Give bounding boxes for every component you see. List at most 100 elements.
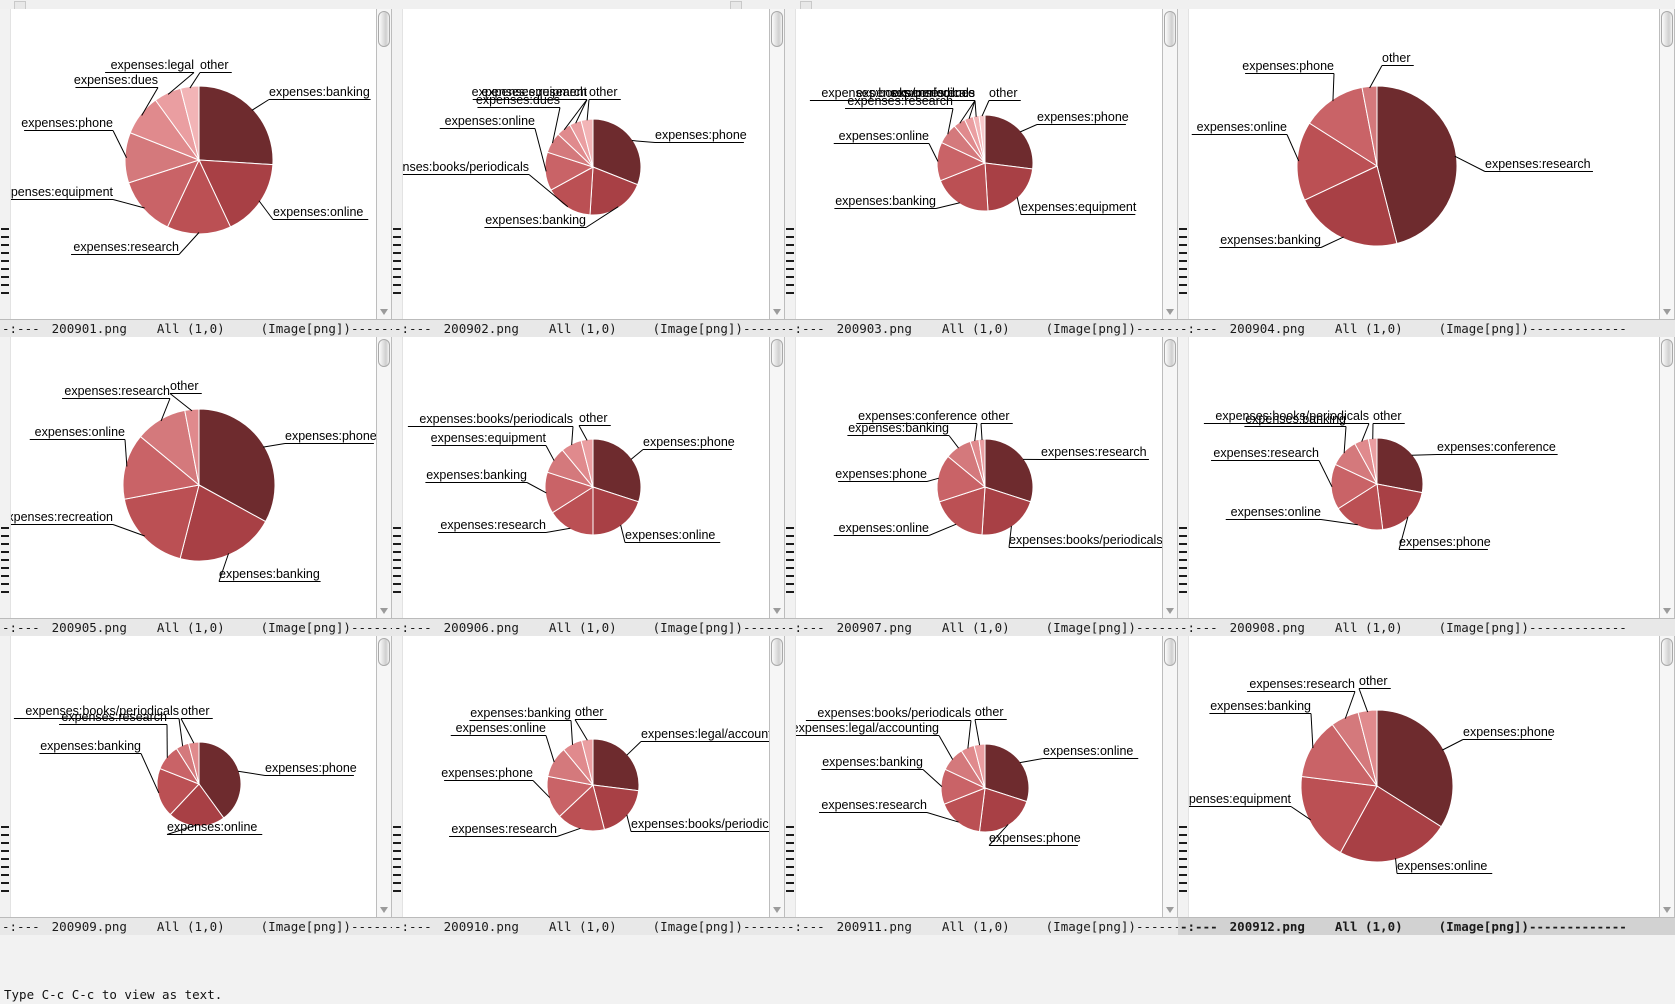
fringe-continuation-dash xyxy=(393,583,401,585)
scrollbar-thumb[interactable] xyxy=(1661,339,1673,367)
fringe-column xyxy=(785,9,795,337)
pie-label: expenses:online xyxy=(167,820,257,834)
pie-chart-200912: expenses:phone expenses:online expenses:eq… xyxy=(1189,674,1555,874)
scroll-down-arrow-icon[interactable] xyxy=(1663,907,1671,913)
image-buffer[interactable]: expenses:phone expenses:banking expenses:b… xyxy=(402,9,769,319)
scroll-down-arrow-icon[interactable] xyxy=(773,907,781,913)
fringe-continuation-dash xyxy=(393,260,401,262)
pie-label-leader xyxy=(112,130,127,158)
mode-line-200906[interactable]: -:--- 200906.png All (1,0) (Image[png])----… xyxy=(392,618,785,636)
emacs-window-200902[interactable]: expenses:phone expenses:banking expenses:b… xyxy=(392,9,785,337)
scroll-down-arrow-icon[interactable] xyxy=(1166,309,1174,315)
fringe-column xyxy=(0,337,10,636)
image-buffer[interactable]: expenses:banking expenses:online expenses:… xyxy=(10,9,376,319)
scrollbar-thumb[interactable] xyxy=(378,638,390,666)
emacs-window-200909[interactable]: expenses:phone expenses:online expenses:ba… xyxy=(0,636,392,935)
pie-label: expenses:research xyxy=(481,85,587,99)
scrollbar-thumb[interactable] xyxy=(771,11,783,47)
pie-label: expenses:online xyxy=(625,528,715,542)
vertical-scrollbar[interactable] xyxy=(1659,9,1675,319)
image-buffer[interactable]: expenses:online expenses:phone expenses:re… xyxy=(795,636,1162,917)
scrollbar-thumb[interactable] xyxy=(771,339,783,367)
scroll-down-arrow-icon[interactable] xyxy=(1166,608,1174,614)
scroll-down-arrow-icon[interactable] xyxy=(380,907,388,913)
scroll-down-arrow-icon[interactable] xyxy=(773,309,781,315)
mode-line-200903[interactable]: -:--- 200903.png All (1,0) (Image[png])----… xyxy=(785,319,1178,337)
image-buffer[interactable]: expenses:research expenses:books/periodic… xyxy=(795,337,1162,618)
pie-label-leader xyxy=(974,719,981,746)
image-buffer[interactable]: expenses:phone expenses:online expenses:ba… xyxy=(10,636,376,917)
scroll-down-arrow-icon[interactable] xyxy=(1663,608,1671,614)
scroll-down-arrow-icon[interactable] xyxy=(1166,907,1174,913)
mode-line-mark: -:--- xyxy=(1180,620,1218,635)
emacs-window-200908[interactable]: expenses:conference expenses:phone expense… xyxy=(1178,337,1675,636)
mode-line-position: All (1,0) xyxy=(1334,919,1403,934)
mode-line-200904[interactable]: -:--- 200904.png All (1,0) (Image[png])----… xyxy=(1178,319,1675,337)
scroll-down-arrow-icon[interactable] xyxy=(380,608,388,614)
vertical-scrollbar[interactable] xyxy=(1162,337,1178,618)
scrollbar-thumb[interactable] xyxy=(378,11,390,47)
vertical-scrollbar[interactable] xyxy=(769,636,785,917)
mode-line-200909[interactable]: -:--- 200909.png All (1,0) (Image[png])----… xyxy=(0,917,392,935)
scrollbar-thumb[interactable] xyxy=(1661,11,1673,47)
vertical-scrollbar[interactable] xyxy=(1659,636,1675,917)
scroll-down-arrow-icon[interactable] xyxy=(1663,309,1671,315)
image-buffer[interactable]: expenses:phone expenses:online expenses:eq… xyxy=(1188,636,1659,917)
mode-line-200911[interactable]: -:--- 200911.png All (1,0) (Image[png])----… xyxy=(785,917,1178,935)
mode-line-200905[interactable]: -:--- 200905.png All (1,0) (Image[png])----… xyxy=(0,618,392,636)
mode-line-200912[interactable]: -:--- 200912.png All (1,0) (Image[png])----… xyxy=(1178,917,1675,935)
fringe-continuation-dash xyxy=(786,527,794,529)
pie-label-leader xyxy=(1320,519,1358,526)
emacs-window-200911[interactable]: expenses:online expenses:phone expenses:re… xyxy=(785,636,1178,935)
mode-line-200902[interactable]: -:--- 200902.png All (1,0) (Image[png])----… xyxy=(392,319,785,337)
pie-label: expenses:banking xyxy=(848,421,949,435)
scrollbar-thumb[interactable] xyxy=(1164,339,1176,367)
fringe-continuation-dash xyxy=(1,276,9,278)
vertical-scrollbar[interactable] xyxy=(1162,9,1178,319)
scroll-down-arrow-icon[interactable] xyxy=(380,309,388,315)
scroll-down-arrow-icon[interactable] xyxy=(773,608,781,614)
emacs-window-200906[interactable]: expenses:phone expenses:online expenses:re… xyxy=(392,337,785,636)
image-buffer[interactable]: expenses:research expenses:banking expense… xyxy=(1188,9,1659,319)
pie-label: expenses:online xyxy=(1397,859,1487,873)
image-buffer[interactable]: expenses:phone expenses:online expenses:re… xyxy=(402,337,769,618)
image-buffer[interactable]: expenses:phone expenses:equipment expenses… xyxy=(795,9,1162,319)
pie-label-leader xyxy=(178,232,200,255)
scrollbar-thumb[interactable] xyxy=(378,339,390,367)
window-row: expenses:banking expenses:online expenses:… xyxy=(0,9,1675,337)
mode-line-buffer-name: 200906.png xyxy=(443,620,519,635)
mode-line-200910[interactable]: -:--- 200910.png All (1,0) (Image[png])----… xyxy=(392,917,785,935)
pie-label: expenses:equipment xyxy=(1189,792,1292,806)
image-buffer[interactable]: expenses:phone expenses:banking expenses:r… xyxy=(10,337,376,618)
emacs-window-200903[interactable]: expenses:phone expenses:equipment expenses… xyxy=(785,9,1178,337)
vertical-scrollbar[interactable] xyxy=(376,337,392,618)
image-buffer[interactable]: expenses:legal/accounting expenses:books/… xyxy=(402,636,769,917)
emacs-window-200901[interactable]: expenses:banking expenses:online expenses:… xyxy=(0,9,392,337)
scrollbar-thumb[interactable] xyxy=(1164,11,1176,47)
fringe-continuation-dash xyxy=(786,567,794,569)
emacs-window-200904[interactable]: expenses:research expenses:banking expense… xyxy=(1178,9,1675,337)
mode-line-200901[interactable]: -:--- 200901.png All (1,0) (Image[png])----… xyxy=(0,319,392,337)
mode-line-200908[interactable]: -:--- 200908.png All (1,0) (Image[png])----… xyxy=(1178,618,1675,636)
emacs-window-200910[interactable]: expenses:legal/accounting expenses:books/… xyxy=(392,636,785,935)
scrollbar-thumb[interactable] xyxy=(771,638,783,666)
mode-line-filler: ------------- xyxy=(1528,919,1627,934)
fringe-continuation-dash xyxy=(1,834,9,836)
pie-label-leader xyxy=(981,100,990,117)
vertical-scrollbar[interactable] xyxy=(769,337,785,618)
fringe-continuation-dash xyxy=(1,591,9,593)
vertical-scrollbar[interactable] xyxy=(376,9,392,319)
pie-label: expenses:research xyxy=(440,518,546,532)
emacs-window-200905[interactable]: expenses:phone expenses:banking expenses:r… xyxy=(0,337,392,636)
scrollbar-thumb[interactable] xyxy=(1661,638,1673,666)
vertical-scrollbar[interactable] xyxy=(1659,337,1675,618)
pie-label: expenses:banking xyxy=(485,213,586,227)
image-buffer[interactable]: expenses:conference expenses:phone expense… xyxy=(1188,337,1659,618)
emacs-window-200912[interactable]: expenses:phone expenses:online expenses:eq… xyxy=(1178,636,1675,935)
scrollbar-thumb[interactable] xyxy=(1164,638,1176,666)
emacs-window-200907[interactable]: expenses:research expenses:books/periodic… xyxy=(785,337,1178,636)
vertical-scrollbar[interactable] xyxy=(769,9,785,319)
vertical-scrollbar[interactable] xyxy=(376,636,392,917)
mode-line-200907[interactable]: -:--- 200907.png All (1,0) (Image[png])----… xyxy=(785,618,1178,636)
vertical-scrollbar[interactable] xyxy=(1162,636,1178,917)
